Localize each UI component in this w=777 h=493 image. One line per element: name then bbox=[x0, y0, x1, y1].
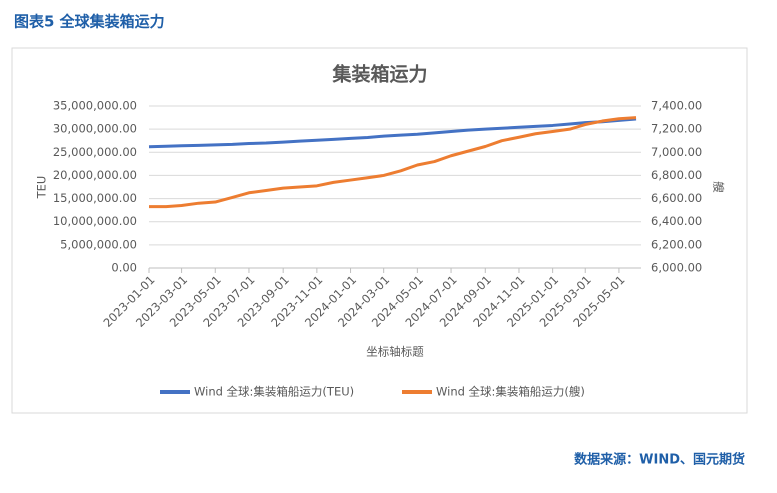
y2-tick-label: 7,400.00 bbox=[651, 99, 702, 113]
y-tick-label: 10,000,000.00 bbox=[53, 214, 137, 228]
x-axis-title: 坐标轴标题 bbox=[366, 345, 424, 359]
y2-axis-title: 艘 bbox=[712, 181, 726, 193]
y-tick-label: 30,000,000.00 bbox=[53, 122, 137, 136]
y-tick-label: 0.00 bbox=[111, 261, 137, 275]
series-line bbox=[149, 116, 637, 209]
y-tick-label: 35,000,000.00 bbox=[53, 99, 137, 113]
series-line bbox=[148, 117, 637, 149]
y-tick-label: 25,000,000.00 bbox=[53, 145, 137, 159]
y2-tick-label: 6,800.00 bbox=[651, 168, 702, 182]
source-note: 数据来源：WIND、国元期货 bbox=[574, 452, 745, 468]
legend-label: Wind 全球:集装箱船运力(艘) bbox=[436, 385, 585, 399]
y2-tick-label: 7,000.00 bbox=[651, 145, 702, 159]
y2-tick-label: 6,400.00 bbox=[651, 214, 702, 228]
legend-label: Wind 全球:集装箱船运力(TEU) bbox=[194, 385, 354, 399]
y-tick-label: 20,000,000.00 bbox=[53, 168, 137, 182]
y2-tick-label: 6,200.00 bbox=[651, 237, 702, 251]
y2-tick-label: 7,200.00 bbox=[651, 122, 702, 136]
chart-frame bbox=[11, 47, 748, 414]
y2-tick-label: 6,000.00 bbox=[651, 261, 702, 275]
header-title: 图表5 全球集装箱运力 bbox=[14, 13, 165, 31]
y-tick-label: 15,000,000.00 bbox=[53, 191, 137, 205]
y-axis-title: TEU bbox=[35, 176, 49, 200]
y2-tick-label: 6,600.00 bbox=[651, 191, 702, 205]
chart-title: 集装箱运力 bbox=[331, 63, 427, 86]
y-tick-label: 5,000,000.00 bbox=[60, 237, 137, 251]
